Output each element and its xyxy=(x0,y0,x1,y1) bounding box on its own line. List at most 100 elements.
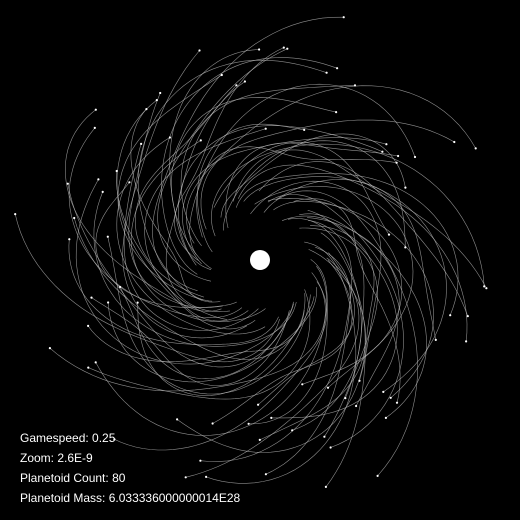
planetoid xyxy=(140,142,143,145)
planetoid xyxy=(389,396,392,399)
orbit-trail xyxy=(223,140,406,248)
planetoid xyxy=(243,80,246,83)
orbit-trail xyxy=(130,108,221,303)
planetoid xyxy=(385,143,388,146)
planetoid xyxy=(384,416,387,419)
planetoid xyxy=(168,136,171,139)
orbit-trail xyxy=(250,180,382,381)
orbit-trail xyxy=(68,127,243,318)
planetoid xyxy=(465,340,468,343)
orbit-trail xyxy=(287,218,362,431)
orbit-trail xyxy=(310,225,375,488)
orbit-trail xyxy=(307,217,400,407)
orbit-trail xyxy=(200,119,455,230)
orbit-trail xyxy=(73,217,306,360)
orbit-trail xyxy=(275,179,437,340)
planetoid xyxy=(449,314,452,317)
planetoid xyxy=(335,111,338,114)
orbit-trail xyxy=(107,236,311,395)
planetoid xyxy=(336,67,339,70)
planetoid xyxy=(485,287,488,290)
orbit-trail xyxy=(116,170,249,322)
orbit-trail xyxy=(128,92,223,308)
orbit-trail xyxy=(152,16,344,291)
orbit-trail xyxy=(225,142,399,229)
orbit-trail xyxy=(293,198,401,403)
planetoid xyxy=(93,126,96,129)
orbit-trails xyxy=(14,16,487,488)
planetoid xyxy=(355,404,358,408)
planetoid xyxy=(94,108,97,111)
orbit-trail xyxy=(67,183,287,368)
orbit-trail xyxy=(189,83,416,255)
orbit-trail xyxy=(75,179,294,365)
planetoid xyxy=(325,71,328,74)
planetoid xyxy=(286,47,289,50)
orbit-trail xyxy=(185,85,476,244)
orbit-trail xyxy=(130,140,266,322)
orbit-trail xyxy=(93,191,297,347)
planetoid xyxy=(342,16,345,19)
planetoid xyxy=(73,216,76,220)
orbit-trail xyxy=(107,287,317,383)
orbit-trail xyxy=(238,164,468,342)
planetoid xyxy=(326,386,330,389)
planetoid xyxy=(474,147,477,150)
zoom-label: Zoom: 2.6E-9 xyxy=(20,451,93,465)
orbit-trail xyxy=(122,50,247,339)
orbit-trail xyxy=(210,143,485,287)
planetoid xyxy=(159,91,162,95)
planetoid-count-label: Planetoid Count: 80 xyxy=(20,471,126,485)
orbit-trail xyxy=(267,194,404,448)
planetoid xyxy=(303,128,306,131)
planetoid xyxy=(66,182,69,185)
planetoid xyxy=(397,154,400,158)
orbit-trail xyxy=(263,190,418,477)
planetoid xyxy=(87,366,90,369)
planetoid xyxy=(176,418,179,421)
orbit-trail xyxy=(88,289,311,400)
planetoid xyxy=(258,438,261,441)
planetoid xyxy=(381,150,384,153)
orbit-trail xyxy=(117,74,222,302)
planetoid xyxy=(323,435,326,438)
orbit-trail xyxy=(87,310,305,362)
planetoid xyxy=(107,301,110,304)
planetoid xyxy=(48,347,52,350)
planetoid xyxy=(324,485,327,488)
orbit-trail xyxy=(185,257,360,478)
planetoid xyxy=(220,73,223,77)
planetoid xyxy=(97,178,100,181)
planetoid xyxy=(404,246,407,249)
orbit-trail xyxy=(299,213,427,419)
planetoid xyxy=(14,213,17,216)
planetoid xyxy=(264,127,267,130)
orbit-trail xyxy=(200,220,353,462)
orbit-trail xyxy=(174,47,284,261)
orbit-trail xyxy=(123,143,259,331)
planetoids xyxy=(14,16,488,488)
planetoid xyxy=(247,422,250,425)
orbit-trail xyxy=(68,239,279,345)
orbit-trail xyxy=(265,246,351,475)
planetoid xyxy=(155,99,158,102)
planetoid xyxy=(264,473,267,476)
planetoid xyxy=(113,438,116,441)
orbit-trail xyxy=(171,97,337,270)
orbit-trail xyxy=(49,272,326,392)
orbit-trail xyxy=(14,214,280,363)
planetoid xyxy=(184,476,187,479)
central-star xyxy=(250,250,270,270)
planetoid xyxy=(387,233,391,236)
planetoid xyxy=(413,155,417,159)
planetoid xyxy=(382,390,385,393)
orbit-trail xyxy=(271,210,398,419)
planetoid xyxy=(353,84,357,87)
planetoid xyxy=(235,84,238,87)
planetoid xyxy=(94,361,97,364)
planetoid xyxy=(395,401,399,404)
orbit-trail xyxy=(91,297,290,386)
orbit-trail xyxy=(114,281,328,451)
planetoid xyxy=(101,190,104,193)
